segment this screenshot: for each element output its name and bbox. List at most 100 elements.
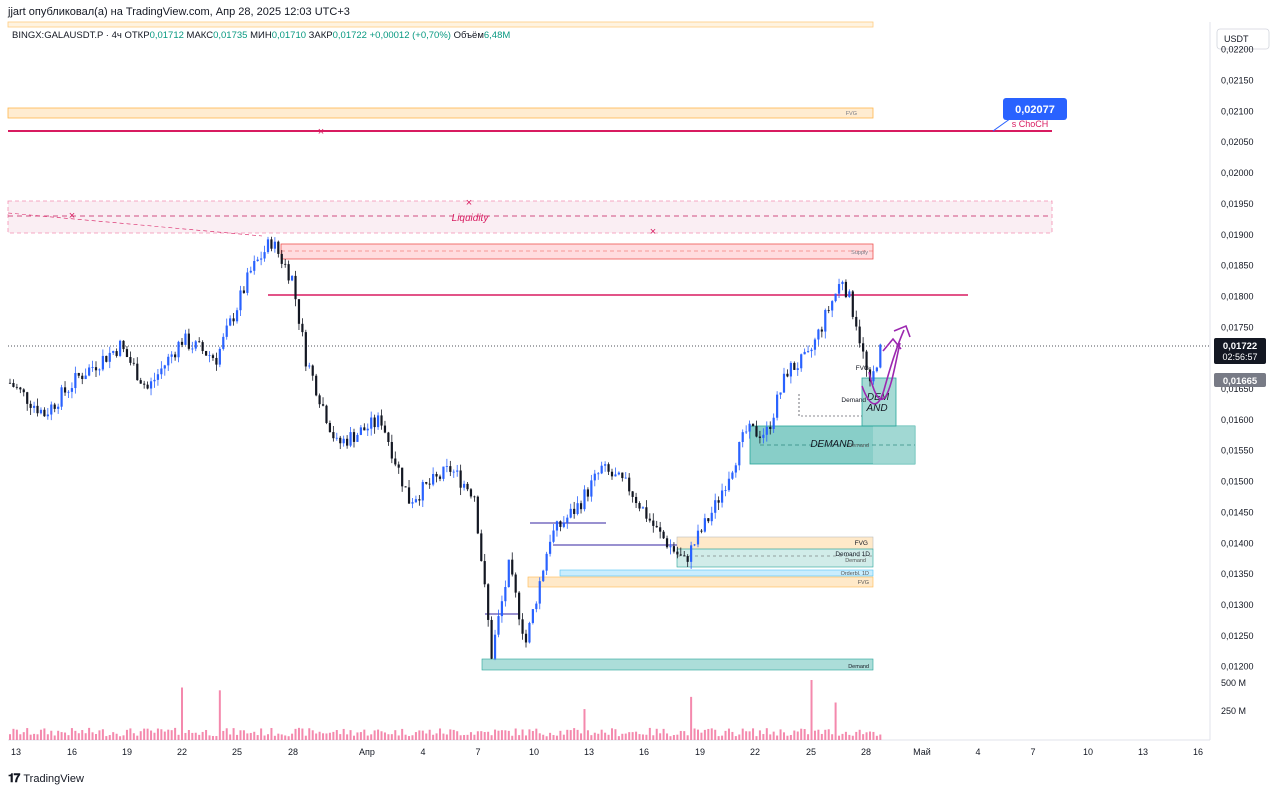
volume-bar — [115, 733, 118, 740]
fvg-small-label: FVG — [856, 365, 869, 372]
candle-body — [776, 394, 779, 418]
volume-bar — [187, 730, 190, 740]
time-tick-label: Апр — [359, 747, 375, 757]
time-tick-label: 28 — [861, 747, 871, 757]
candle-body — [480, 533, 483, 562]
target-price-callout[interactable]: 0,02077 — [992, 98, 1067, 132]
price-tick-label: 0,01800 — [1221, 291, 1254, 301]
candle-body — [249, 270, 252, 273]
volume-bar — [387, 734, 390, 740]
candle-body — [631, 491, 634, 497]
time-tick-label: 13 — [1138, 747, 1148, 757]
volume-bar — [194, 732, 197, 740]
time-axis-ticks: 13 16 19 22 25 28 Апр 4 7 10 13 16 19 22 25 28 Май 4 7 10 13… — [11, 747, 1203, 757]
volume-bar — [163, 731, 166, 740]
time-tick-label: 28 — [288, 747, 298, 757]
price-tick-label: 0,01550 — [1221, 446, 1254, 456]
demand-zone-small-label: Demand — [848, 443, 869, 449]
candle-body — [672, 546, 676, 552]
volume-bar — [817, 729, 820, 740]
symbol-name[interactable]: BINGX:GALAUSDT.P · 4ч — [12, 30, 122, 41]
candle-body — [604, 464, 607, 466]
volume-bar — [146, 728, 149, 740]
candle-body — [8, 382, 12, 384]
liquidity-zone[interactable] — [7, 200, 1053, 234]
volume-value: 6,48M — [483, 30, 511, 41]
fvg-zone-bottom[interactable] — [527, 576, 874, 588]
volume-bar — [70, 728, 73, 740]
volume-bar — [98, 730, 101, 740]
high-value: 0,01735 — [213, 30, 248, 41]
candle-body — [29, 403, 32, 408]
candle-body — [335, 437, 338, 439]
candle-body — [256, 259, 259, 262]
candle-body — [628, 477, 631, 492]
volume-bar — [500, 730, 503, 740]
low-label: МИН — [250, 30, 272, 41]
supply-zone[interactable] — [280, 243, 874, 260]
volume-tick-label: 250 M — [1221, 706, 1246, 716]
candle-body — [786, 373, 789, 377]
candle-body — [810, 349, 813, 352]
candle-body — [700, 530, 703, 532]
price-tick-label: 0,01300 — [1221, 600, 1254, 610]
volume-bar — [566, 729, 569, 740]
candle-body — [569, 508, 572, 518]
currency-label[interactable]: USDT — [1224, 34, 1249, 44]
candle-body — [483, 561, 486, 585]
volume-bar — [494, 729, 497, 740]
volume-bar — [325, 733, 328, 740]
candle-body — [638, 503, 641, 509]
volume-bar — [74, 730, 77, 740]
candle-body — [376, 415, 380, 428]
candle-body — [242, 290, 246, 293]
volume-bar — [745, 731, 748, 740]
volume-bar — [60, 732, 63, 740]
candle-body — [487, 584, 490, 620]
volume-bar — [139, 731, 142, 740]
volume-bar — [648, 727, 651, 740]
volume-bar — [869, 731, 871, 740]
time-tick-label: 16 — [1193, 747, 1203, 757]
volume-bar — [428, 729, 431, 740]
volume-bar — [77, 733, 80, 740]
volume-bar — [593, 732, 596, 740]
currency-button[interactable] — [1216, 28, 1270, 50]
price-tick-label: 0,02150 — [1221, 76, 1254, 86]
time-tick-label: 13 — [11, 747, 21, 757]
candle-body — [655, 525, 658, 528]
candle-body — [108, 352, 111, 362]
candle-body — [363, 427, 366, 431]
price-tick-label: 0,01600 — [1221, 415, 1254, 425]
volume-bar — [15, 729, 18, 740]
candle-body — [201, 342, 204, 352]
volume-bar — [101, 729, 104, 740]
volume-bar — [328, 732, 331, 740]
volume-bar — [22, 732, 25, 740]
volume-bar — [483, 732, 486, 740]
candle-body — [359, 427, 362, 435]
candle-body — [844, 281, 848, 298]
candle-body — [548, 541, 552, 554]
volume-bar — [697, 729, 699, 740]
candle-body — [125, 349, 129, 358]
candle-body — [432, 473, 435, 485]
volume-bar — [700, 732, 703, 740]
fvg-zone-low[interactable] — [676, 536, 874, 550]
volume-bar — [807, 734, 810, 740]
demand-zone-bottom[interactable] — [481, 658, 874, 671]
projection-arrows — [861, 324, 911, 405]
volume-bar — [525, 735, 527, 740]
volume-axis-ticks: 500 M 250 M — [1221, 678, 1246, 716]
volume-bar — [776, 735, 779, 740]
candle-body — [469, 489, 473, 497]
volume-bar — [521, 729, 524, 740]
liquidity-label: Liquidity — [452, 213, 490, 224]
volume-bar — [435, 733, 438, 740]
candle-body — [332, 432, 335, 439]
orderblock-zone[interactable] — [559, 569, 874, 577]
candle-body — [26, 392, 29, 404]
volume-bar — [466, 734, 469, 740]
fvg-zone-top[interactable] — [7, 107, 874, 119]
